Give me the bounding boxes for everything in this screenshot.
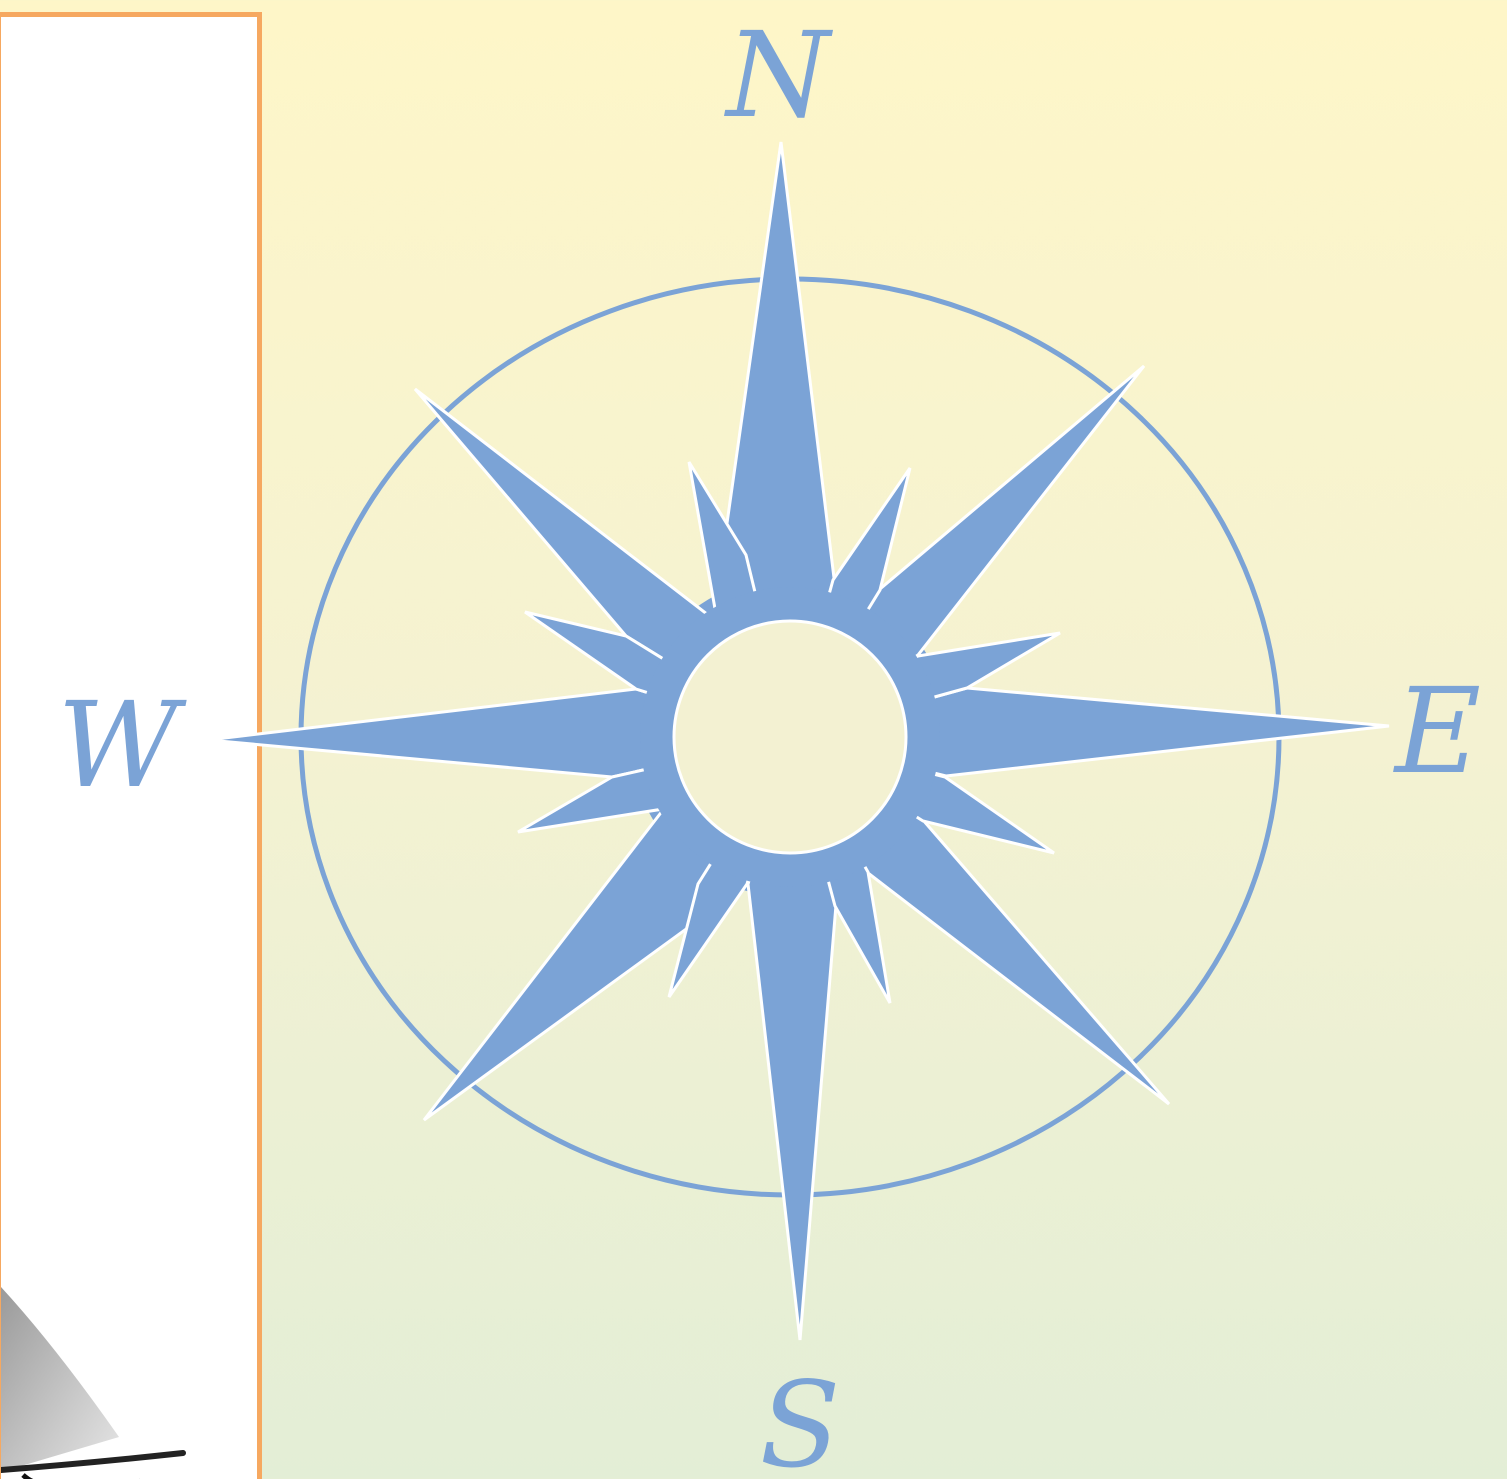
- hull-mark: [21, 1473, 34, 1479]
- label-north: N: [723, 6, 833, 144]
- sail-shape: [1, 1287, 119, 1472]
- label-east: E: [1393, 662, 1481, 800]
- compass-star: [207, 141, 1390, 1341]
- label-west: W: [57, 676, 187, 814]
- boom-line: [1, 1450, 186, 1473]
- sailboat-illustration: [1, 1287, 186, 1479]
- side-panel: [0, 12, 262, 1479]
- label-south: S: [760, 1356, 841, 1479]
- compass-hub: [672, 619, 908, 855]
